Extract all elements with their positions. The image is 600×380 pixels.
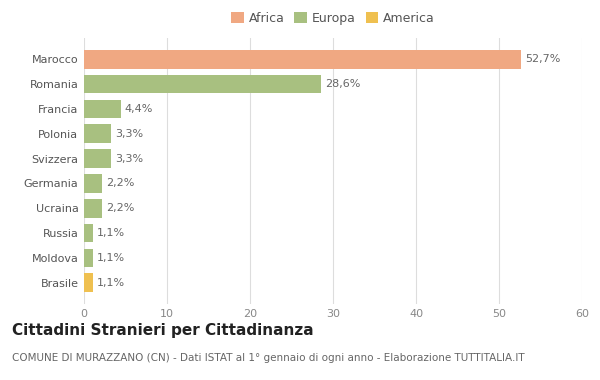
Bar (84, 224, 93, 242)
Bar (84, 273, 93, 292)
Text: 28,6%: 28,6% (326, 79, 361, 89)
Bar (84, 50, 521, 69)
Text: 3,3%: 3,3% (116, 154, 143, 164)
Text: 1,1%: 1,1% (97, 228, 125, 238)
Text: COMUNE DI MURAZZANO (CN) - Dati ISTAT al 1° gennaio di ogni anno - Elaborazione : COMUNE DI MURAZZANO (CN) - Dati ISTAT al… (12, 353, 524, 363)
Bar (84, 100, 121, 118)
Bar (84, 149, 112, 168)
Text: 1,1%: 1,1% (97, 253, 125, 263)
Bar (84, 75, 322, 93)
Text: 3,3%: 3,3% (116, 129, 143, 139)
Legend: Africa, Europa, America: Africa, Europa, America (229, 10, 437, 28)
Text: 2,2%: 2,2% (106, 203, 135, 213)
Text: 1,1%: 1,1% (97, 278, 125, 288)
Text: 2,2%: 2,2% (106, 178, 135, 188)
Text: 4,4%: 4,4% (125, 104, 153, 114)
Text: Cittadini Stranieri per Cittadinanza: Cittadini Stranieri per Cittadinanza (12, 323, 314, 338)
Bar (84, 174, 102, 193)
Bar (84, 199, 102, 217)
Bar (84, 125, 112, 143)
Bar (84, 249, 93, 267)
Text: 52,7%: 52,7% (526, 54, 561, 64)
